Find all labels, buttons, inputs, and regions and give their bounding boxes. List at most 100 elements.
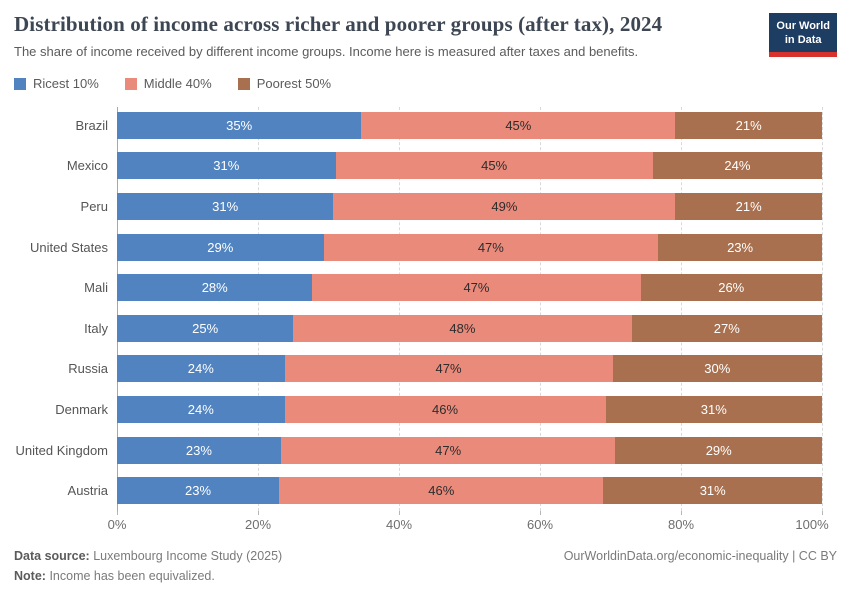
- bar-value-label: 35%: [226, 117, 253, 133]
- gridline: [822, 107, 823, 511]
- legend-item-poorest-50[interactable]: Poorest 50%: [237, 76, 332, 92]
- bar-segment[interactable]: 29%: [117, 233, 324, 261]
- data-source-label: Data source:: [14, 549, 90, 563]
- bar-segment[interactable]: 30%: [612, 355, 822, 383]
- legend-label: Ricest 10%: [33, 76, 99, 92]
- bar-value-label: 31%: [212, 199, 239, 215]
- gridline: [399, 107, 400, 511]
- bar-segment[interactable]: 21%: [675, 193, 822, 221]
- data-source-text: Luxembourg Income Study (2025): [93, 549, 283, 563]
- bar-segment[interactable]: 45%: [335, 152, 653, 180]
- stacked-bar: 23% 47% 29%: [117, 436, 822, 464]
- bar-segment[interactable]: 31%: [603, 477, 822, 505]
- bar-segment[interactable]: 31%: [117, 152, 336, 180]
- x-tick-mark: [681, 510, 682, 515]
- gridline: [681, 107, 682, 511]
- legend-label: Poorest 50%: [256, 76, 332, 92]
- bar-segment[interactable]: 26%: [640, 274, 822, 302]
- bar-segment[interactable]: 47%: [312, 274, 641, 302]
- owid-logo-line1: Our World: [776, 20, 830, 32]
- bar-segment[interactable]: 27%: [631, 314, 822, 342]
- bar-segment[interactable]: 28%: [117, 274, 313, 302]
- bar-value-label: 23%: [185, 483, 212, 499]
- country-label: United Kingdom: [15, 442, 109, 458]
- bar-value-label: 21%: [735, 199, 762, 215]
- x-tick-mark: [258, 510, 259, 515]
- bar-value-label: 24%: [187, 401, 214, 417]
- bar-value-label: 24%: [724, 158, 751, 174]
- chart-row: United States 29% 47% 23%: [0, 227, 822, 268]
- chart-row: Brazil 35% 45% 21%: [0, 105, 822, 146]
- legend-item-middle-40[interactable]: Middle 40%: [124, 76, 212, 91]
- stacked-bar-chart: Brazil 35% 45% 21% Mexico 31% 45% 24% Peru 31% 49%…: [0, 105, 823, 513]
- bar-value-label: 45%: [505, 117, 532, 133]
- x-tick-label: 0%: [107, 516, 127, 532]
- bar-value-label: 21%: [735, 117, 762, 133]
- bar-value-label: 45%: [481, 158, 508, 174]
- gridline: [540, 107, 541, 511]
- bar-segment[interactable]: 47%: [323, 233, 659, 261]
- bar-segment[interactable]: 49%: [333, 193, 676, 221]
- bar-value-label: 23%: [727, 239, 754, 255]
- bar-value-label: 46%: [432, 401, 459, 417]
- bar-value-label: 27%: [713, 320, 740, 336]
- x-tick-label: 60%: [526, 516, 554, 532]
- bar-segment[interactable]: 24%: [117, 355, 285, 383]
- stacked-bar: 23% 46% 31%: [117, 477, 822, 505]
- country-label: Italy: [84, 320, 108, 336]
- bar-segment[interactable]: 29%: [615, 436, 822, 464]
- bar-segment[interactable]: 48%: [293, 314, 632, 342]
- bar-segment[interactable]: 35%: [117, 111, 362, 139]
- owid-logo[interactable]: Our World in Data: [769, 13, 837, 57]
- note-text: Income has been equivalized.: [49, 569, 215, 583]
- chart-row: United Kingdom 23% 47% 29%: [0, 430, 822, 471]
- x-tick-label: 100%: [795, 516, 829, 532]
- bar-segment[interactable]: 47%: [280, 436, 616, 464]
- page-title: Distribution of income across richer and…: [14, 12, 663, 36]
- bar-segment[interactable]: 24%: [652, 152, 822, 180]
- bar-segment[interactable]: 31%: [605, 395, 822, 423]
- bar-value-label: 46%: [428, 483, 455, 499]
- owid-url-link[interactable]: OurWorldinData.org/economic-inequality: [563, 549, 789, 563]
- bar-segment[interactable]: 24%: [117, 395, 285, 423]
- legend: Ricest 10% Middle 40% Poorest 50%: [14, 76, 836, 91]
- bar-segment[interactable]: 23%: [117, 477, 280, 505]
- x-tick-mark: [117, 510, 118, 515]
- bar-value-label: 31%: [213, 158, 240, 174]
- x-tick-label: 40%: [385, 516, 413, 532]
- chart-row: Austria 23% 46% 31%: [0, 470, 822, 511]
- bar-segment[interactable]: 45%: [361, 111, 676, 139]
- bar-value-label: 48%: [449, 320, 476, 336]
- bar-value-label: 24%: [187, 361, 214, 377]
- license-label: CC BY: [798, 549, 837, 563]
- bar-value-label: 25%: [192, 320, 219, 336]
- bar-value-label: 28%: [201, 280, 228, 296]
- country-label: Peru: [80, 199, 108, 215]
- x-tick-mark: [399, 510, 400, 515]
- chart-row: Mali 28% 47% 26%: [0, 267, 822, 308]
- stacked-bar: 31% 45% 24%: [117, 152, 822, 180]
- bar-value-label: 31%: [699, 483, 726, 499]
- bar-segment[interactable]: 46%: [279, 477, 604, 505]
- bar-segment[interactable]: 23%: [117, 436, 281, 464]
- legend-item-ricest-10[interactable]: Ricest 10%: [14, 76, 99, 91]
- chart-row: Peru 31% 49% 21%: [0, 186, 822, 227]
- chart-row: Denmark 24% 46% 31%: [0, 389, 822, 430]
- bar-segment[interactable]: 25%: [117, 314, 294, 342]
- note-line: Note: Income has been equivalized.: [14, 566, 282, 586]
- legend-swatch-icon: [124, 77, 137, 90]
- country-label: Russia: [68, 361, 108, 377]
- bar-segment[interactable]: 46%: [284, 395, 606, 423]
- bar-segment[interactable]: 47%: [284, 355, 613, 383]
- owid-logo-line2: in Data: [784, 34, 822, 47]
- bar-segment[interactable]: 21%: [675, 111, 822, 139]
- chart-row: Mexico 31% 45% 24%: [0, 146, 822, 187]
- bar-segment[interactable]: 23%: [658, 233, 822, 261]
- chart-rows: Brazil 35% 45% 21% Mexico 31% 45% 24% Peru 31% 49%…: [0, 105, 822, 511]
- country-label: Brazil: [75, 117, 108, 133]
- x-tick-mark: [540, 510, 541, 515]
- stacked-bar: 24% 46% 31%: [117, 395, 822, 423]
- bar-segment[interactable]: 31%: [117, 193, 334, 221]
- bar-value-label: 29%: [207, 239, 234, 255]
